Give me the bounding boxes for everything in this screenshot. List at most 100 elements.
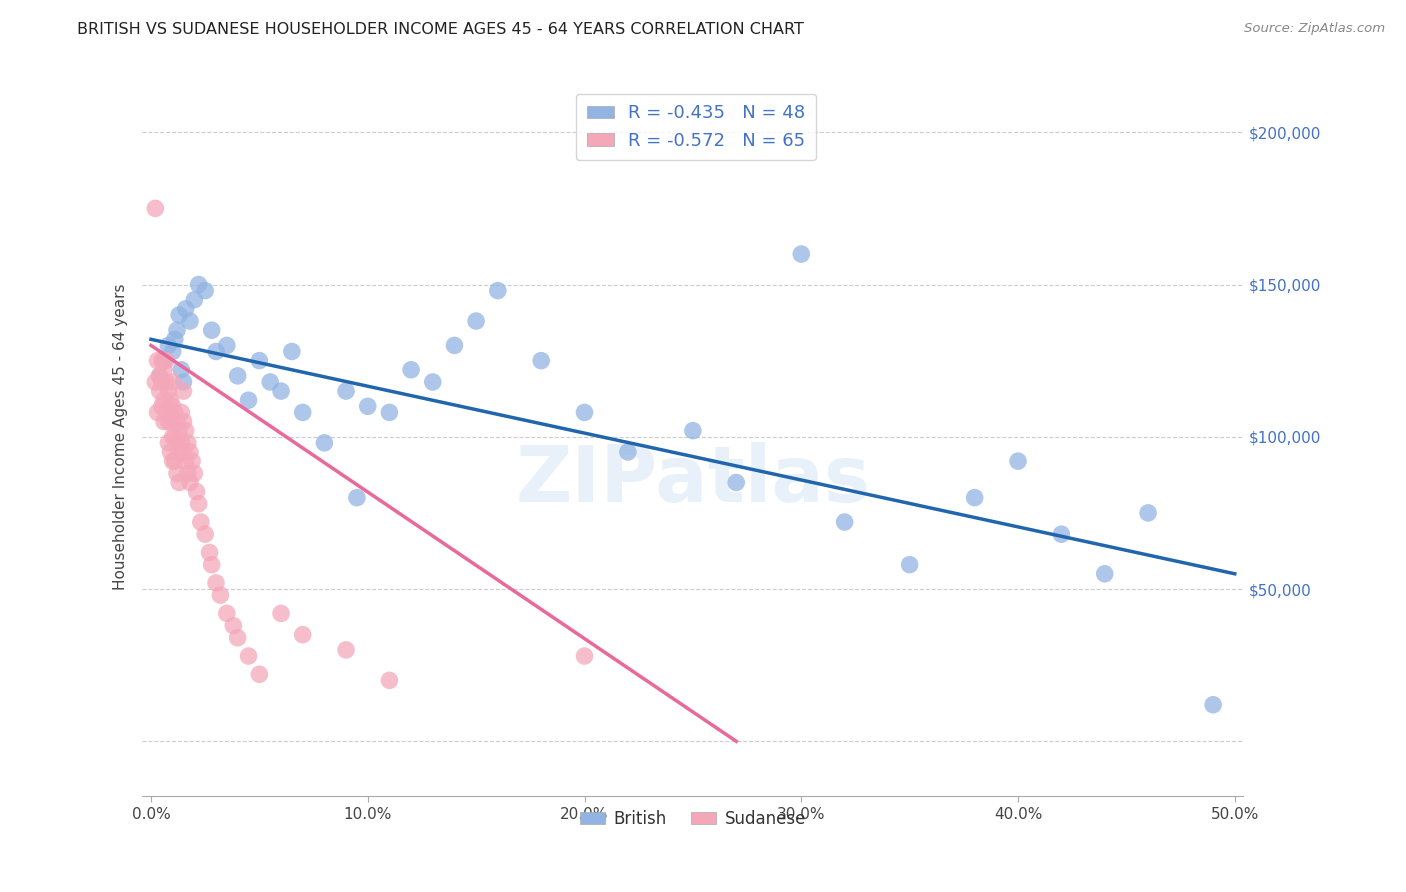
Point: [399, 363, 422, 377]
Point: [205, 576, 228, 591]
Point: [1007, 454, 1029, 468]
Point: [162, 454, 184, 468]
Point: [166, 467, 188, 481]
Point: [162, 344, 184, 359]
Point: [486, 284, 509, 298]
Point: [167, 424, 190, 438]
Point: [173, 445, 195, 459]
Point: [153, 363, 176, 377]
Point: [335, 384, 357, 398]
Point: [247, 667, 270, 681]
Point: [162, 375, 184, 389]
Point: [149, 368, 172, 383]
Point: [357, 400, 380, 414]
Point: [155, 375, 177, 389]
Point: [179, 445, 201, 459]
Point: [163, 332, 186, 346]
Point: [1050, 527, 1073, 541]
Point: [198, 545, 221, 559]
Point: [226, 631, 249, 645]
Point: [167, 308, 190, 322]
Point: [209, 588, 232, 602]
Point: [281, 344, 304, 359]
Point: [153, 415, 176, 429]
Point: [422, 375, 444, 389]
Point: [167, 445, 190, 459]
Point: [162, 430, 184, 444]
Point: [194, 527, 217, 541]
Point: [166, 435, 188, 450]
Point: [270, 384, 292, 398]
Point: [270, 607, 292, 621]
Point: [194, 284, 217, 298]
Point: [157, 338, 180, 352]
Point: [146, 405, 169, 419]
Point: [335, 643, 357, 657]
Point: [167, 475, 190, 490]
Point: [183, 293, 205, 307]
Point: [187, 497, 209, 511]
Point: [162, 400, 184, 414]
Point: [157, 435, 180, 450]
Y-axis label: Householder Income Ages 45 - 64 years: Householder Income Ages 45 - 64 years: [114, 284, 128, 590]
Point: [146, 353, 169, 368]
Point: [190, 515, 212, 529]
Point: [186, 484, 208, 499]
Point: [174, 301, 197, 316]
Point: [443, 338, 465, 352]
Point: [149, 384, 172, 398]
Point: [157, 384, 180, 398]
Legend: British, Sudanese: British, Sudanese: [574, 803, 813, 835]
Point: [155, 353, 177, 368]
Point: [201, 558, 224, 572]
Point: [155, 405, 177, 419]
Point: [205, 344, 228, 359]
Text: BRITISH VS SUDANESE HOUSEHOLDER INCOME AGES 45 - 64 YEARS CORRELATION CHART: BRITISH VS SUDANESE HOUSEHOLDER INCOME A…: [77, 22, 804, 37]
Point: [215, 607, 238, 621]
Point: [725, 475, 748, 490]
Point: [166, 323, 188, 337]
Point: [1094, 566, 1116, 581]
Point: [177, 435, 200, 450]
Point: [378, 405, 401, 419]
Point: [574, 648, 596, 663]
Point: [574, 405, 596, 419]
Point: [682, 424, 704, 438]
Point: [153, 353, 176, 368]
Text: ZIPatlas: ZIPatlas: [516, 442, 870, 518]
Point: [174, 424, 197, 438]
Point: [238, 393, 260, 408]
Point: [166, 415, 188, 429]
Point: [170, 405, 193, 419]
Point: [963, 491, 986, 505]
Point: [834, 515, 856, 529]
Point: [530, 353, 553, 368]
Point: [150, 375, 173, 389]
Point: [201, 323, 224, 337]
Point: [291, 405, 314, 419]
Point: [163, 454, 186, 468]
Point: [346, 491, 368, 505]
Point: [173, 384, 195, 398]
Point: [150, 400, 173, 414]
Point: [222, 618, 245, 632]
Point: [159, 415, 181, 429]
Point: [226, 368, 249, 383]
Point: [170, 363, 193, 377]
Point: [1137, 506, 1160, 520]
Point: [163, 430, 186, 444]
Point: [179, 314, 201, 328]
Point: [1202, 698, 1225, 712]
Point: [187, 277, 209, 292]
Point: [173, 375, 195, 389]
Point: [150, 353, 173, 368]
Point: [149, 368, 172, 383]
Point: [465, 314, 488, 328]
Point: [215, 338, 238, 352]
Point: [153, 393, 176, 408]
Point: [790, 247, 813, 261]
Point: [617, 445, 640, 459]
Point: [179, 475, 201, 490]
Point: [181, 454, 204, 468]
Point: [177, 467, 200, 481]
